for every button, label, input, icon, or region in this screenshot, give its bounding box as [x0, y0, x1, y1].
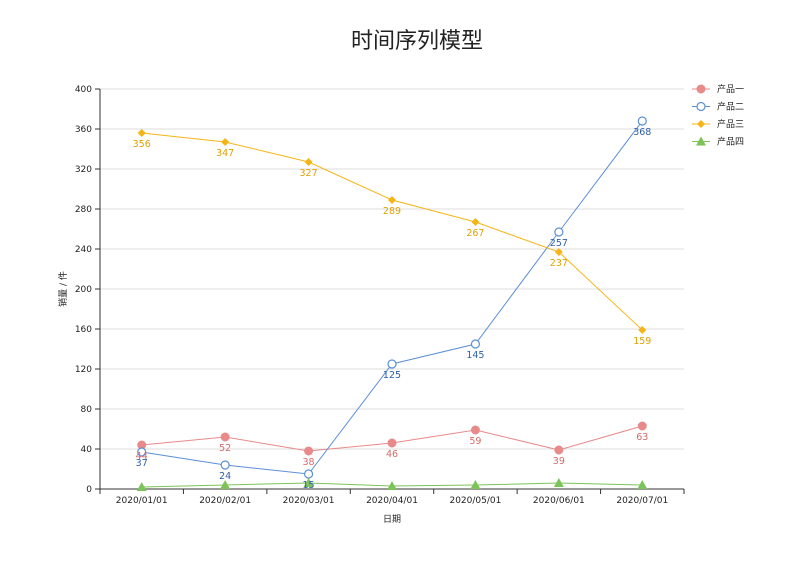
data-label: 368 [633, 127, 651, 138]
series-line [141, 120, 643, 475]
data-label: 39 [553, 456, 565, 467]
y-tick-label: 120 [75, 365, 92, 375]
series-layer [136, 116, 648, 491]
data-point [388, 196, 396, 204]
data-label: 63 [636, 432, 648, 443]
x-tick-label: 2020/05/01 [449, 496, 501, 506]
data-label: 15 [303, 480, 315, 491]
data-point [637, 480, 648, 489]
y-tick-label: 400 [75, 85, 92, 95]
data-point [637, 421, 647, 431]
data-label: 38 [303, 457, 315, 468]
data-point [137, 447, 147, 457]
y-tick-label: 80 [81, 405, 93, 415]
data-point [553, 478, 564, 487]
series-2 [137, 116, 647, 479]
data-label: 37 [136, 458, 148, 469]
data-label: 267 [466, 228, 484, 239]
legend-marker [696, 101, 706, 112]
data-point [470, 480, 481, 489]
data-label: 289 [383, 206, 401, 217]
y-tick-label: 360 [75, 125, 92, 135]
data-label: 145 [466, 350, 484, 361]
legend-item: 产品一 [692, 83, 744, 95]
legend-marker [696, 136, 706, 146]
data-point [387, 481, 397, 490]
data-point [471, 218, 480, 226]
data-point [136, 482, 147, 491]
series-4 [136, 478, 648, 491]
legend-label: 产品四 [717, 136, 744, 148]
data-point [387, 359, 397, 369]
data-label: 59 [469, 436, 481, 447]
data-point [470, 339, 481, 349]
data-point [470, 425, 480, 435]
data-point [220, 480, 231, 489]
data-label: 24 [219, 471, 231, 482]
data-point [221, 138, 230, 146]
data-point [220, 460, 230, 470]
data-label: 46 [386, 449, 398, 460]
data-point [387, 438, 397, 448]
data-point [220, 432, 230, 442]
data-point [137, 129, 146, 137]
data-label: 237 [550, 258, 568, 269]
x-tick-label: 2020/07/01 [616, 496, 668, 506]
data-label: 347 [216, 148, 234, 159]
y-tick-label: 240 [75, 245, 92, 255]
data-point [554, 248, 563, 256]
data-labels: 44 52 38 46 59 39 63 37 24 15 125 145 257 368 356 347 32… [133, 127, 652, 491]
legend-item: 产品二 [692, 101, 744, 113]
data-label: 257 [550, 238, 568, 249]
data-point [304, 446, 314, 456]
y-tick-label: 40 [81, 445, 93, 455]
data-point [554, 227, 564, 237]
x-tick-label: 2020/03/01 [283, 496, 335, 506]
y-tick-label: 0 [86, 485, 92, 495]
y-tick-label: 280 [75, 205, 92, 215]
legend-item: 产品三 [692, 118, 744, 130]
data-label: 356 [133, 139, 151, 150]
data-label: 52 [219, 443, 231, 454]
data-point [638, 326, 647, 334]
data-point [304, 158, 313, 166]
chart-title: 时间序列模型 [351, 29, 483, 54]
x-tick-label: 2020/06/01 [533, 496, 585, 506]
legend-label: 产品三 [717, 118, 744, 130]
data-label: 125 [383, 370, 401, 381]
data-point [554, 445, 564, 455]
x-tick-label: 2020/02/01 [199, 496, 251, 506]
series-line [141, 132, 643, 331]
legend-item: 产品四 [692, 136, 744, 148]
legend-label: 产品二 [717, 101, 744, 113]
data-label: 159 [633, 336, 651, 347]
x-axis-label: 日期 [383, 514, 401, 525]
legend-label: 产品一 [717, 83, 744, 95]
y-tick-label: 320 [75, 165, 92, 175]
data-point [637, 116, 647, 126]
y-tick-label: 160 [75, 325, 92, 335]
y-axis-label: 销量 / 件 [57, 271, 69, 307]
data-label: 327 [300, 168, 318, 179]
data-label: 44 [136, 451, 148, 462]
x-tick-label: 2020/04/01 [366, 496, 418, 506]
gridlines [100, 88, 684, 450]
x-tick-label: 2020/01/01 [116, 496, 168, 506]
y-tick-label: 200 [75, 285, 92, 295]
legend-marker [696, 84, 706, 94]
data-point [303, 469, 314, 479]
legend-marker [697, 120, 705, 128]
series-3 [137, 129, 647, 334]
data-point [303, 478, 314, 487]
